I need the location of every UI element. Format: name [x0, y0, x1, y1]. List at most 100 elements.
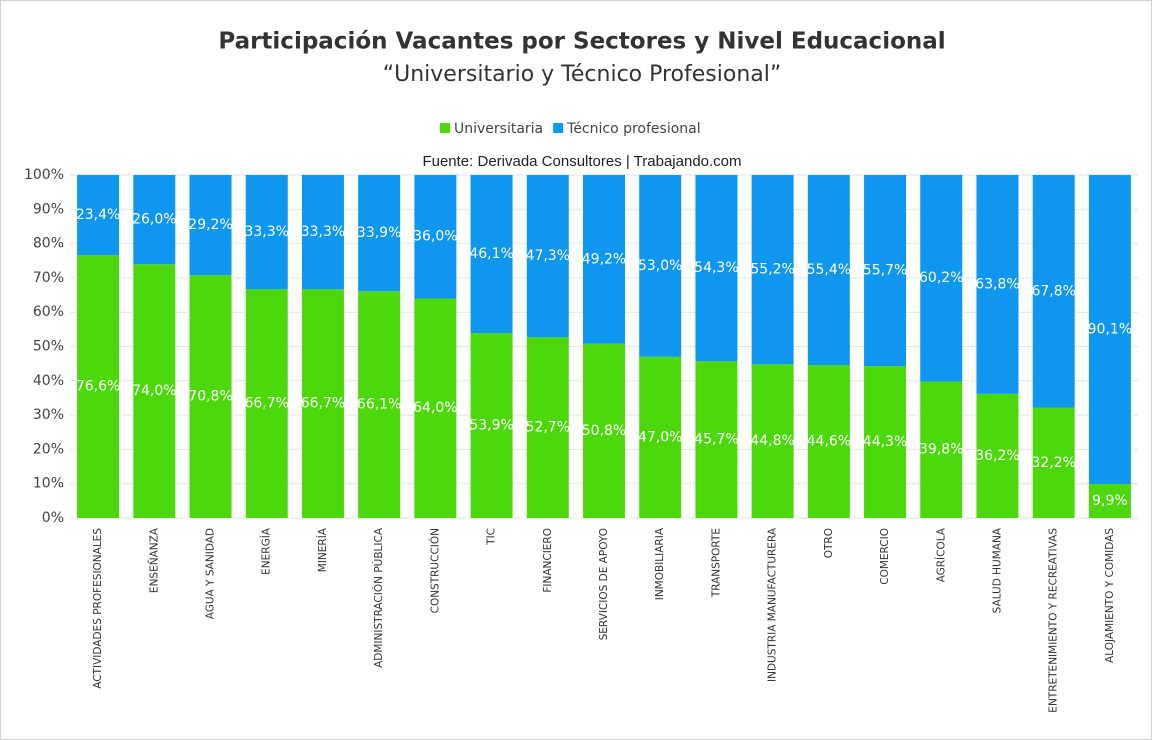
bar-segment [358, 175, 401, 292]
y-tick-label: 10% [33, 476, 64, 492]
x-tick-label: SERVICIOS DE APOYO [598, 528, 610, 640]
bar-segment [920, 175, 963, 382]
bar-segment [470, 175, 513, 334]
bar-segment [583, 343, 625, 518]
value-label: 66,1% [357, 397, 401, 413]
value-label: 52,7% [526, 420, 570, 436]
bar-segment [695, 361, 738, 518]
x-tick-label: AGRÍCOLA [934, 527, 947, 582]
bar-segment [301, 289, 344, 518]
x-tick-label: ALOJAMIENTO Y COMIDAS [1104, 528, 1116, 663]
legend-label: Universitaria [454, 121, 543, 137]
value-label: 76,6% [76, 379, 120, 395]
value-label: 33,3% [244, 224, 288, 240]
value-label: 44,3% [863, 434, 907, 450]
bar-segment [470, 333, 513, 518]
x-tick-label: OTRO [823, 528, 835, 558]
value-label: 47,0% [638, 429, 682, 445]
y-tick-label: 90% [33, 201, 64, 217]
value-label: 60,2% [919, 270, 963, 286]
value-label: 32,2% [1031, 455, 1075, 471]
value-label: 45,7% [694, 432, 738, 448]
bar-segment [583, 175, 625, 344]
value-label: 9,9% [1092, 493, 1128, 509]
value-label: 55,4% [807, 262, 851, 278]
bar-segment [133, 175, 176, 265]
y-tick-label: 80% [33, 236, 64, 252]
x-tick-label: ENERGÍA [260, 527, 273, 575]
chart-title: Participación Vacantes por Sectores y Ni… [218, 29, 945, 55]
bar-segment [77, 255, 120, 518]
chart-subtitle: “Universitario y Técnico Profesional” [383, 62, 782, 87]
value-label: 33,3% [301, 224, 345, 240]
value-label: 36,2% [975, 448, 1019, 464]
bar-segment [807, 175, 850, 366]
value-label: 53,0% [638, 258, 682, 274]
bar-segment [133, 264, 176, 518]
value-label: 23,4% [76, 207, 120, 223]
bar-segment [1032, 175, 1075, 408]
bar-segment [358, 291, 401, 518]
value-label: 50,8% [582, 423, 626, 439]
x-tick-label: TIC [486, 528, 498, 546]
bar-segment [695, 175, 738, 362]
y-tick-label: 60% [33, 304, 64, 320]
legend-swatch [553, 123, 564, 133]
bar-segment [189, 175, 232, 276]
bar-segment [526, 337, 569, 518]
bar-segment [976, 393, 1019, 518]
x-tick-label: ENTRETENIMIENTO Y RECREATIVAS [1048, 528, 1060, 713]
x-tick-label: MINERÍA [316, 527, 329, 572]
y-tick-label: 50% [33, 339, 64, 355]
bar-segment [414, 298, 457, 518]
bar-segment [751, 175, 794, 365]
bar-segment [639, 356, 682, 518]
source: Fuente: Derivada Consultores | Trabajand… [422, 153, 741, 170]
value-label: 44,6% [807, 434, 851, 450]
x-tick-label: INMOBILIARIA [654, 527, 666, 600]
bar-segment [864, 175, 907, 367]
value-label: 55,7% [863, 263, 907, 279]
bar-segment [807, 365, 850, 518]
value-label: 39,8% [919, 442, 963, 458]
x-tick-label: COMERCIO [879, 528, 891, 585]
value-label: 44,8% [750, 433, 794, 449]
bar-segment [245, 175, 288, 290]
bar-segment [751, 364, 794, 518]
value-label: 46,1% [469, 246, 513, 262]
x-tick-label: TRANSPORTE [710, 528, 722, 598]
y-tick-label: 100% [24, 167, 64, 183]
x-tick-label: SALUD HUMANA [991, 527, 1003, 613]
y-tick-label: 0% [42, 510, 64, 526]
bar-segment [976, 175, 1019, 394]
x-tick-label: ENSEÑANZA [147, 527, 160, 593]
legend-label: Técnico profesional [566, 121, 701, 137]
value-label: 67,8% [1031, 283, 1075, 299]
x-tick-label: INDUSTRIA MANUFACTURERA [767, 527, 779, 682]
bar-segment [1032, 407, 1075, 518]
x-tick-label: ACTIVIDADES PROFESIONALES [92, 528, 104, 689]
x-tick-label: AGUA Y SANIDAD [205, 528, 217, 619]
value-label: 29,2% [188, 217, 232, 233]
y-tick-label: 40% [33, 373, 64, 389]
bar-segment [301, 175, 344, 290]
value-label: 33,9% [357, 225, 401, 241]
x-tick-label: ADMINISTRACIÓN PÚBLICA [372, 527, 385, 668]
value-label: 26,0% [132, 212, 176, 228]
value-label: 49,2% [582, 251, 626, 267]
x-tick-label: CONSTRUCCIÓN [428, 528, 441, 613]
value-label: 90,1% [1088, 322, 1132, 338]
bar-segment [1088, 484, 1131, 518]
value-label: 66,7% [244, 396, 288, 412]
x-tick-label: FINANCIERO [542, 528, 554, 593]
value-label: 70,8% [188, 389, 232, 405]
value-label: 66,7% [301, 396, 345, 412]
bar-segment [639, 175, 682, 357]
value-label: 63,8% [975, 276, 1019, 292]
value-label: 55,2% [750, 262, 794, 278]
y-tick-label: 20% [33, 441, 64, 457]
bar-segment [864, 366, 907, 518]
bar-segment [414, 175, 457, 299]
y-tick-label: 70% [33, 270, 64, 286]
